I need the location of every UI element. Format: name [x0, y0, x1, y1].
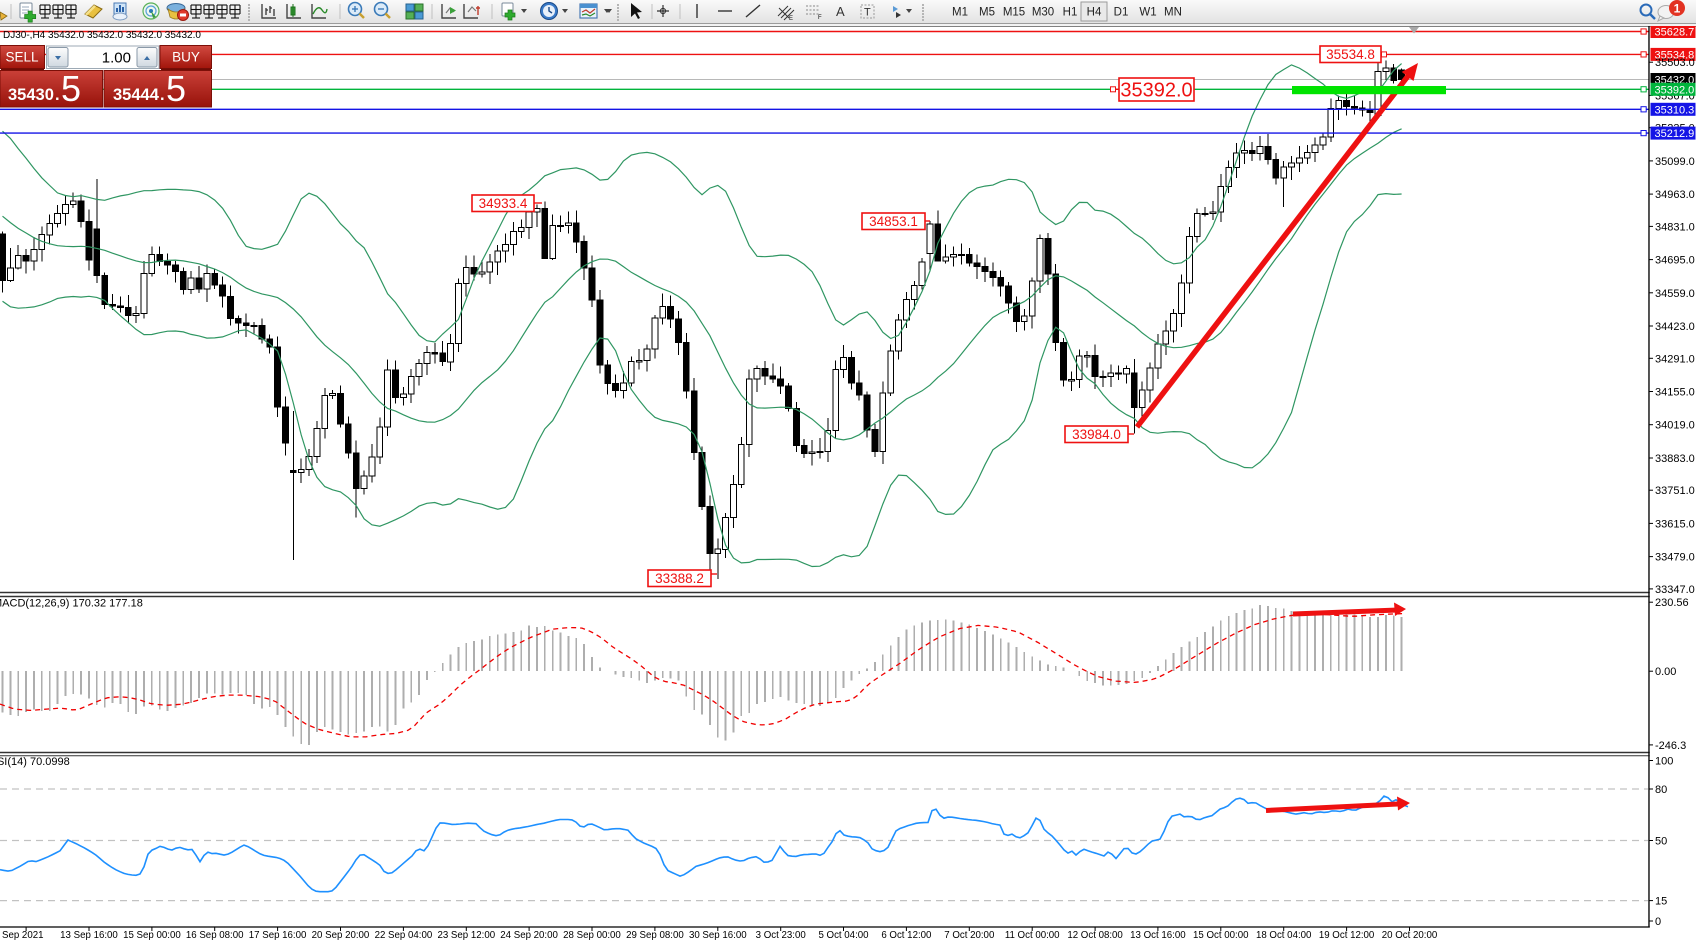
svg-text:13 Sep 16:00: 13 Sep 16:00 [60, 930, 118, 940]
svg-text:35430: 35430 [8, 86, 54, 104]
svg-text:35628.7: 35628.7 [1655, 27, 1695, 39]
svg-text:230.56: 230.56 [1655, 597, 1689, 609]
svg-text:35392.0: 35392.0 [1120, 80, 1192, 102]
svg-text:16 Sep 08:00: 16 Sep 08:00 [186, 930, 244, 940]
svg-text:15 Oct 00:00: 15 Oct 00:00 [1193, 930, 1249, 940]
svg-text:33479.0: 33479.0 [1655, 552, 1695, 564]
svg-text:11 Oct 00:00: 11 Oct 00:00 [1005, 930, 1060, 940]
svg-text:DJ30-,H4 35432.0 35432.0 35432: DJ30-,H4 35432.0 35432.0 35432.0 35432.0 [3, 30, 201, 41]
svg-text:29 Sep 08:00: 29 Sep 08:00 [626, 930, 684, 940]
svg-text:34963.0: 34963.0 [1655, 189, 1695, 201]
svg-text:17 Sep 16:00: 17 Sep 16:00 [249, 930, 307, 940]
svg-text:20 Oct 20:00: 20 Oct 20:00 [1382, 930, 1438, 940]
svg-text:5: 5 [61, 68, 81, 109]
svg-text:20 Sep 20:00: 20 Sep 20:00 [312, 930, 370, 940]
svg-text:33347.0: 33347.0 [1655, 584, 1695, 596]
svg-text:35503.0: 35503.0 [1655, 57, 1695, 69]
svg-text:23 Sep 12:00: 23 Sep 12:00 [437, 930, 495, 940]
svg-text:35310.3: 35310.3 [1655, 104, 1695, 116]
svg-text:RSI(14) 70.0998: RSI(14) 70.0998 [0, 756, 70, 768]
svg-text:33388.2: 33388.2 [655, 571, 704, 586]
svg-text:W1: W1 [1139, 7, 1156, 19]
svg-text:MACD(12,26,9) 170.32 177.18: MACD(12,26,9) 170.32 177.18 [0, 598, 143, 610]
svg-text:0: 0 [1655, 916, 1661, 928]
svg-text:34291.0: 34291.0 [1655, 353, 1695, 365]
svg-text:-246.3: -246.3 [1655, 740, 1686, 752]
svg-text:H4: H4 [1087, 7, 1102, 19]
svg-text:Sep 2021: Sep 2021 [2, 930, 43, 940]
svg-text:0.00: 0.00 [1655, 666, 1676, 678]
svg-text:34831.0: 34831.0 [1655, 221, 1695, 233]
svg-text:H1: H1 [1063, 7, 1078, 19]
svg-text:100: 100 [1655, 756, 1673, 768]
svg-text:34155.0: 34155.0 [1655, 387, 1695, 399]
svg-text:SELL: SELL [5, 50, 39, 65]
svg-text:35534.8: 35534.8 [1326, 47, 1375, 62]
svg-text:18 Oct 04:00: 18 Oct 04:00 [1256, 930, 1312, 940]
svg-text:34019.0: 34019.0 [1655, 420, 1695, 432]
svg-text:35392.0: 35392.0 [1655, 84, 1695, 96]
svg-text:13 Oct 16:00: 13 Oct 16:00 [1130, 930, 1186, 940]
svg-text:34559.0: 34559.0 [1655, 288, 1695, 300]
svg-text:33883.0: 33883.0 [1655, 453, 1695, 465]
svg-text:MN: MN [1164, 7, 1182, 19]
svg-text:M30: M30 [1032, 7, 1054, 19]
svg-text:15: 15 [1655, 896, 1667, 908]
svg-text:7 Oct 20:00: 7 Oct 20:00 [944, 930, 995, 940]
svg-text:M1: M1 [952, 7, 968, 19]
svg-text:35212.9: 35212.9 [1655, 128, 1695, 140]
svg-text:BUY: BUY [172, 50, 200, 65]
svg-text:34853.1: 34853.1 [869, 214, 918, 229]
svg-text:1.00: 1.00 [102, 50, 131, 67]
svg-text:15 Sep 00:00: 15 Sep 00:00 [123, 930, 181, 940]
svg-text:35534.8: 35534.8 [1655, 49, 1695, 61]
svg-text:19 Oct 12:00: 19 Oct 12:00 [1319, 930, 1375, 940]
svg-text:30 Sep 16:00: 30 Sep 16:00 [689, 930, 747, 940]
svg-text:A: A [836, 4, 845, 19]
svg-text:T: T [864, 7, 871, 19]
svg-text:28 Sep 00:00: 28 Sep 00:00 [563, 930, 621, 940]
svg-text:M15: M15 [1003, 7, 1025, 19]
svg-text:35099.0: 35099.0 [1655, 156, 1695, 168]
svg-text:33615.0: 33615.0 [1655, 518, 1695, 530]
svg-text:33751.0: 33751.0 [1655, 485, 1695, 497]
svg-text:33984.0: 33984.0 [1072, 427, 1121, 442]
svg-text:D1: D1 [1114, 7, 1129, 19]
svg-text:E: E [789, 16, 793, 22]
svg-text:34695.0: 34695.0 [1655, 255, 1695, 267]
svg-text:F: F [818, 15, 822, 21]
svg-text:M5: M5 [979, 7, 995, 19]
svg-text:5: 5 [166, 68, 186, 109]
svg-text:34423.0: 34423.0 [1655, 321, 1695, 333]
svg-text:.: . [160, 86, 165, 104]
svg-text:34933.4: 34933.4 [479, 196, 528, 211]
svg-text:5 Oct 04:00: 5 Oct 04:00 [818, 930, 869, 940]
svg-text:6 Oct 12:00: 6 Oct 12:00 [881, 930, 932, 940]
svg-text:80: 80 [1655, 784, 1667, 796]
svg-text:35444: 35444 [113, 86, 160, 104]
svg-text:12 Oct 08:00: 12 Oct 08:00 [1067, 930, 1123, 940]
svg-text:24 Sep 20:00: 24 Sep 20:00 [500, 930, 558, 940]
svg-text:1: 1 [1674, 2, 1681, 16]
svg-text:3 Oct 23:00: 3 Oct 23:00 [756, 930, 807, 940]
svg-text:50: 50 [1655, 836, 1667, 848]
svg-text:.: . [55, 86, 60, 104]
svg-text:22 Sep 04:00: 22 Sep 04:00 [375, 930, 433, 940]
